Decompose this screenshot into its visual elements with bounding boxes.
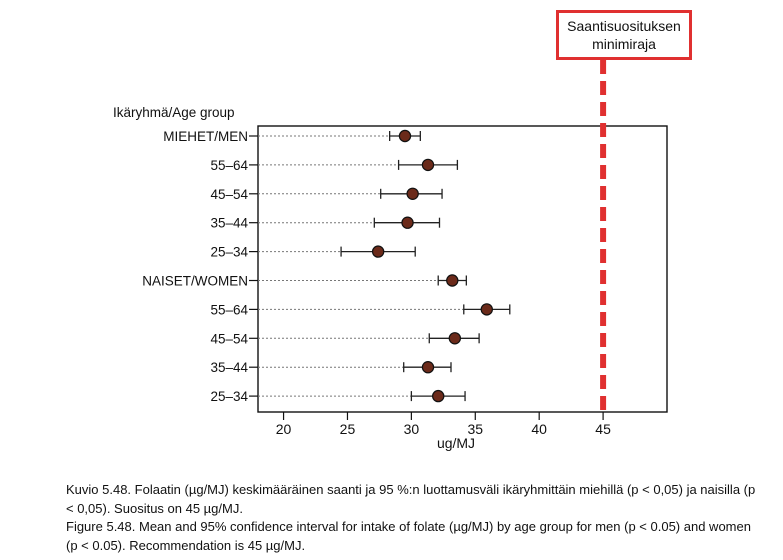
data-rows: MIEHET/MEN 55–64 45–54 35–44 25–34 NAISET/WOM…	[142, 129, 511, 404]
x-tick-label: 25	[340, 421, 356, 437]
x-tick-label: 20	[276, 421, 292, 437]
category-label: 35–44	[210, 360, 248, 375]
category-label: 45–54	[210, 331, 248, 346]
category-label: MIEHET/MEN	[163, 129, 248, 144]
mean-point	[421, 361, 435, 374]
category-label: 25–34	[210, 389, 248, 404]
category-label: 55–64	[210, 158, 248, 173]
callout-line-2: minimiraja	[592, 36, 656, 52]
mean-point	[421, 158, 435, 172]
x-axis-title: ug/MJ	[437, 435, 475, 451]
figure-caption: Kuvio 5.48. Folaatin (µg/MJ) keskimääräi…	[66, 481, 756, 555]
mean-point	[406, 187, 419, 200]
mean-point	[480, 303, 493, 316]
category-label: 35–44	[210, 216, 248, 231]
mean-point	[398, 129, 412, 143]
category-label: 55–64	[210, 302, 248, 317]
x-tick-label: 35	[467, 421, 483, 437]
x-tick-label: 30	[404, 421, 420, 437]
confidence-interval-chart: Ikäryhmä/Age group MIEHET/MEN 55–64 45–54 3…	[113, 60, 668, 451]
mean-point	[371, 245, 385, 258]
recommendation-callout: Saantisuosituksen minimiraja	[556, 10, 692, 60]
plot-frame	[257, 125, 668, 413]
mean-point	[432, 389, 445, 403]
x-tick-label: 40	[531, 421, 547, 437]
caption-english: Figure 5.48. Mean and 95% confidence int…	[66, 519, 751, 553]
mean-point	[446, 274, 459, 287]
mean-point	[401, 216, 414, 229]
category-label: NAISET/WOMEN	[142, 274, 248, 289]
x-tick-label: 45	[595, 421, 611, 437]
caption-finnish: Kuvio 5.48. Folaatin (µg/MJ) keskimääräi…	[66, 482, 756, 516]
x-axis: 20 25 30 35 40 45	[276, 412, 611, 437]
callout-line-1: Saantisuosituksen	[567, 18, 681, 34]
category-label: 25–34	[210, 245, 248, 260]
y-axis-title: Ikäryhmä/Age group	[113, 105, 235, 120]
mean-point	[448, 332, 462, 345]
category-label: 45–54	[210, 187, 248, 202]
